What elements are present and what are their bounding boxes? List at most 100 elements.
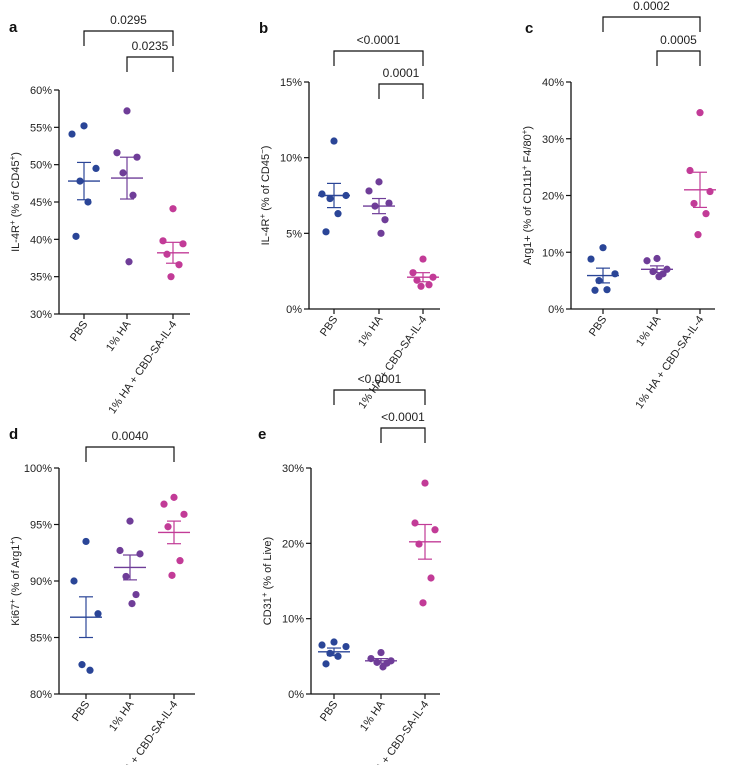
panel-label: c	[525, 20, 533, 37]
p-value-label: 0.0002	[633, 0, 670, 13]
y-tick-label: 20%	[282, 538, 304, 550]
x-tick-label: PBS	[318, 699, 340, 724]
y-tick-label: 0%	[548, 304, 564, 316]
data-point	[373, 658, 381, 666]
data-point	[702, 210, 710, 218]
data-point	[78, 661, 86, 669]
significance-bracket	[602, 16, 701, 32]
axis-title-part: )	[10, 152, 22, 156]
data-point	[94, 610, 102, 618]
panel-c: c 0%10%20%30%40%PBS 1% HA1% HA + CBD-SA-I…	[520, 0, 716, 411]
y-tick-label: 40%	[542, 77, 564, 89]
data-point	[655, 273, 663, 281]
data-point	[587, 255, 595, 263]
data-point	[690, 199, 698, 208]
data-point	[68, 130, 76, 138]
data-point	[653, 254, 661, 263]
data-point	[176, 557, 184, 565]
y-tick-label: 55%	[30, 122, 52, 134]
p-value-label: 0.0235	[132, 39, 169, 53]
data-point	[411, 519, 419, 527]
y-tick-label: 0%	[288, 689, 304, 701]
axis-title-part: )	[10, 536, 22, 540]
superscript: +	[8, 599, 17, 604]
data-point	[334, 210, 342, 218]
data-point	[365, 187, 373, 195]
y-tick-label: 10%	[282, 614, 304, 626]
axis-title-part: (% of Live)	[262, 537, 274, 593]
p-value-label: <0.0001	[358, 372, 402, 386]
data-point	[159, 237, 167, 245]
p-value-label: 0.0001	[383, 66, 420, 80]
x-tick-label: 1% HA	[107, 698, 137, 733]
data-point	[86, 666, 94, 674]
data-point	[318, 641, 326, 649]
data-point	[122, 572, 130, 581]
x-tick-label: PBS	[70, 699, 92, 724]
data-point	[126, 517, 134, 525]
y-tick-label: 0%	[286, 304, 302, 316]
data-point	[326, 194, 334, 203]
data-point	[330, 638, 338, 646]
y-tick-label: 5%	[286, 228, 302, 240]
data-point	[168, 571, 176, 579]
axis-title-part: IL-4R	[10, 225, 22, 252]
superscript: +	[8, 540, 17, 545]
y-axis-title: Arg1+ (% of CD11b+ F4/80+)	[520, 126, 535, 265]
x-tick-label: 1% HA	[356, 313, 386, 348]
data-point	[377, 648, 385, 657]
data-point	[385, 199, 393, 207]
panel-label: a	[9, 19, 18, 36]
data-point	[379, 663, 387, 671]
data-point	[342, 642, 350, 651]
x-tick-label: 1% HA + CBD-SA-IL-4	[107, 699, 180, 765]
superscript: +	[8, 220, 17, 225]
y-tick-label: 40%	[30, 234, 52, 246]
superscript: −	[258, 149, 267, 154]
data-point	[113, 149, 121, 157]
y-tick-label: 30%	[282, 463, 304, 475]
significance-bracket	[85, 446, 175, 462]
superscript: +	[520, 129, 529, 134]
p-value-label: 0.0005	[660, 33, 697, 47]
superscript: +	[520, 165, 529, 170]
p-value-label: <0.0001	[357, 33, 401, 47]
x-tick-label: PBS	[587, 314, 609, 339]
y-tick-label: 100%	[24, 463, 52, 475]
data-point	[427, 574, 435, 582]
significance-bracket	[333, 389, 426, 405]
data-point	[611, 270, 619, 278]
data-point	[419, 255, 427, 263]
data-point	[417, 282, 425, 290]
x-tick-label: 1% HA	[104, 318, 134, 353]
data-point	[431, 526, 439, 534]
x-tick-label: 1% HA	[634, 313, 664, 348]
data-point	[421, 479, 429, 487]
significance-bracket	[83, 30, 174, 46]
y-tick-label: 35%	[30, 272, 52, 284]
y-tick-label: 10%	[542, 247, 564, 259]
data-point	[128, 600, 136, 608]
data-point	[381, 216, 389, 224]
data-point	[330, 137, 338, 145]
data-point	[377, 229, 385, 237]
x-tick-label: PBS	[318, 314, 340, 339]
axis-title-part: )	[522, 126, 534, 130]
x-tick-label: 1% HA + CBD-SA-IL-4	[358, 699, 431, 765]
data-point	[409, 269, 417, 277]
data-point	[375, 178, 383, 186]
panel-label: d	[9, 426, 18, 443]
panel-b: b 0%5%10%15%PBS 1% HA1% HA + CBD-SA-IL-4I…	[258, 20, 440, 411]
data-point	[163, 250, 171, 258]
y-tick-label: 50%	[30, 160, 52, 172]
superscript: +	[260, 592, 269, 597]
data-point	[425, 281, 433, 289]
data-point	[167, 273, 175, 281]
data-point	[119, 169, 127, 177]
significance-bracket	[656, 50, 701, 66]
data-point	[175, 261, 183, 269]
data-point	[82, 537, 90, 546]
data-point	[180, 510, 188, 518]
data-point	[322, 660, 330, 668]
panel-d: d 80% 85% 90% 95% 100% PBS 1% HA1% HA + CBD-SA…	[8, 426, 195, 765]
